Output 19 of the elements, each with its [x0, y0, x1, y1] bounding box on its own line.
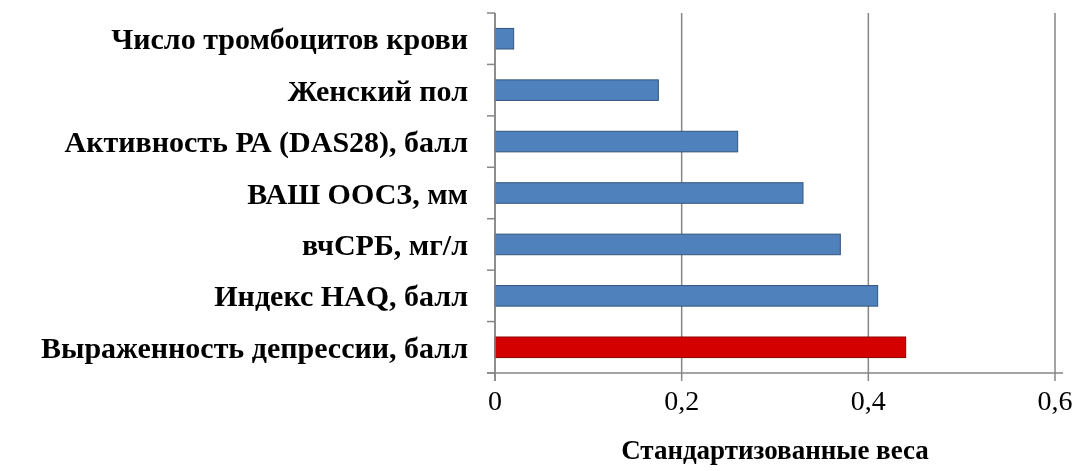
bar — [494, 285, 879, 307]
bar — [494, 79, 659, 101]
x-tick-label: 0,4 — [850, 385, 886, 416]
y-tick-label: Женский пол — [287, 73, 469, 107]
y-tick-label: Выраженность депрессии, балл — [40, 330, 469, 364]
x-tick-label: 0 — [488, 385, 502, 416]
y-tick-label: Активность РА (DAS28), балл — [64, 125, 469, 160]
x-tick-label: 0,6 — [1037, 385, 1073, 416]
y-tick-label: ВАШ ООСЗ, мм — [247, 176, 468, 210]
y-tick-label: вчСРБ, мг/л — [301, 227, 469, 261]
bar — [494, 233, 841, 256]
bar — [494, 182, 804, 204]
bar — [494, 130, 739, 153]
y-tick-label: Число тромбоцитов крови — [111, 22, 468, 56]
y-tick-label: Индекс HAQ, балл — [214, 279, 469, 313]
x-tick-label: 0,2 — [664, 385, 700, 416]
bar — [494, 336, 907, 359]
x-axis-title: Стандартизованные веса — [621, 435, 930, 465]
bar — [494, 27, 515, 50]
